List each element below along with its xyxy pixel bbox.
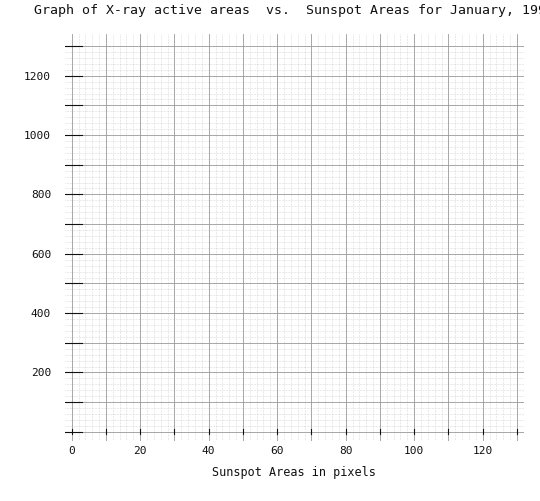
Text: 60: 60 — [271, 445, 284, 455]
Text: Graph of X-ray active areas  vs.  Sunspot Areas for January, 1992: Graph of X-ray active areas vs. Sunspot … — [35, 5, 540, 18]
Text: 100: 100 — [404, 445, 424, 455]
Text: 80: 80 — [339, 445, 353, 455]
Text: 800: 800 — [31, 190, 51, 200]
Text: 400: 400 — [31, 309, 51, 319]
Text: 0: 0 — [68, 445, 75, 455]
Text: 1000: 1000 — [24, 131, 51, 141]
Text: 120: 120 — [472, 445, 493, 455]
Text: 1200: 1200 — [24, 72, 51, 82]
Text: 200: 200 — [31, 368, 51, 378]
Text: 600: 600 — [31, 249, 51, 259]
Text: 40: 40 — [202, 445, 215, 455]
Text: 20: 20 — [133, 445, 147, 455]
Text: Sunspot Areas in pixels: Sunspot Areas in pixels — [212, 464, 376, 477]
